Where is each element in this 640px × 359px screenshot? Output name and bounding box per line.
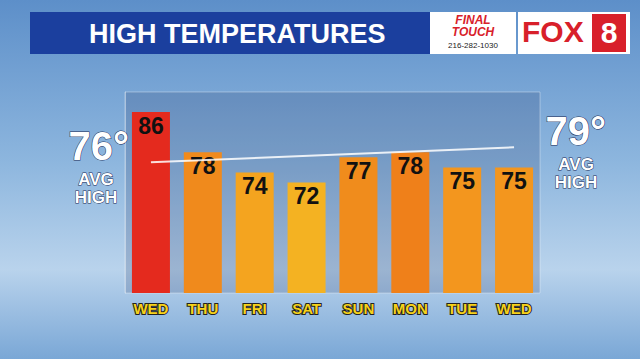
svg-text:75: 75 — [501, 168, 527, 194]
svg-text:FOX: FOX — [522, 15, 584, 48]
svg-text:8: 8 — [601, 16, 618, 49]
svg-text:HIGH: HIGH — [555, 173, 598, 192]
svg-text:MON: MON — [393, 300, 428, 317]
svg-text:AVG: AVG — [78, 170, 114, 189]
svg-text:86: 86 — [138, 113, 164, 139]
svg-text:HIGH: HIGH — [75, 188, 118, 207]
svg-text:78: 78 — [190, 153, 216, 179]
svg-text:WED: WED — [497, 300, 532, 317]
svg-text:TUE: TUE — [447, 300, 477, 317]
svg-text:FRI: FRI — [243, 300, 267, 317]
svg-text:77: 77 — [346, 158, 372, 184]
svg-text:72: 72 — [294, 183, 320, 209]
svg-text:74: 74 — [242, 173, 268, 199]
svg-text:75: 75 — [449, 168, 475, 194]
svg-text:79°: 79° — [546, 109, 607, 153]
svg-text:216-282-1030: 216-282-1030 — [448, 41, 498, 50]
svg-text:THU: THU — [187, 300, 218, 317]
svg-text:AVG: AVG — [558, 155, 594, 174]
svg-text:76°: 76° — [68, 124, 129, 168]
svg-text:78: 78 — [398, 153, 424, 179]
svg-text:HIGH TEMPERATURES: HIGH TEMPERATURES — [89, 19, 386, 49]
svg-text:SUN: SUN — [343, 300, 375, 317]
svg-text:TOUCH: TOUCH — [452, 25, 495, 39]
svg-text:SAT: SAT — [292, 300, 321, 317]
svg-text:FINAL: FINAL — [455, 13, 491, 27]
svg-text:WED: WED — [133, 300, 168, 317]
